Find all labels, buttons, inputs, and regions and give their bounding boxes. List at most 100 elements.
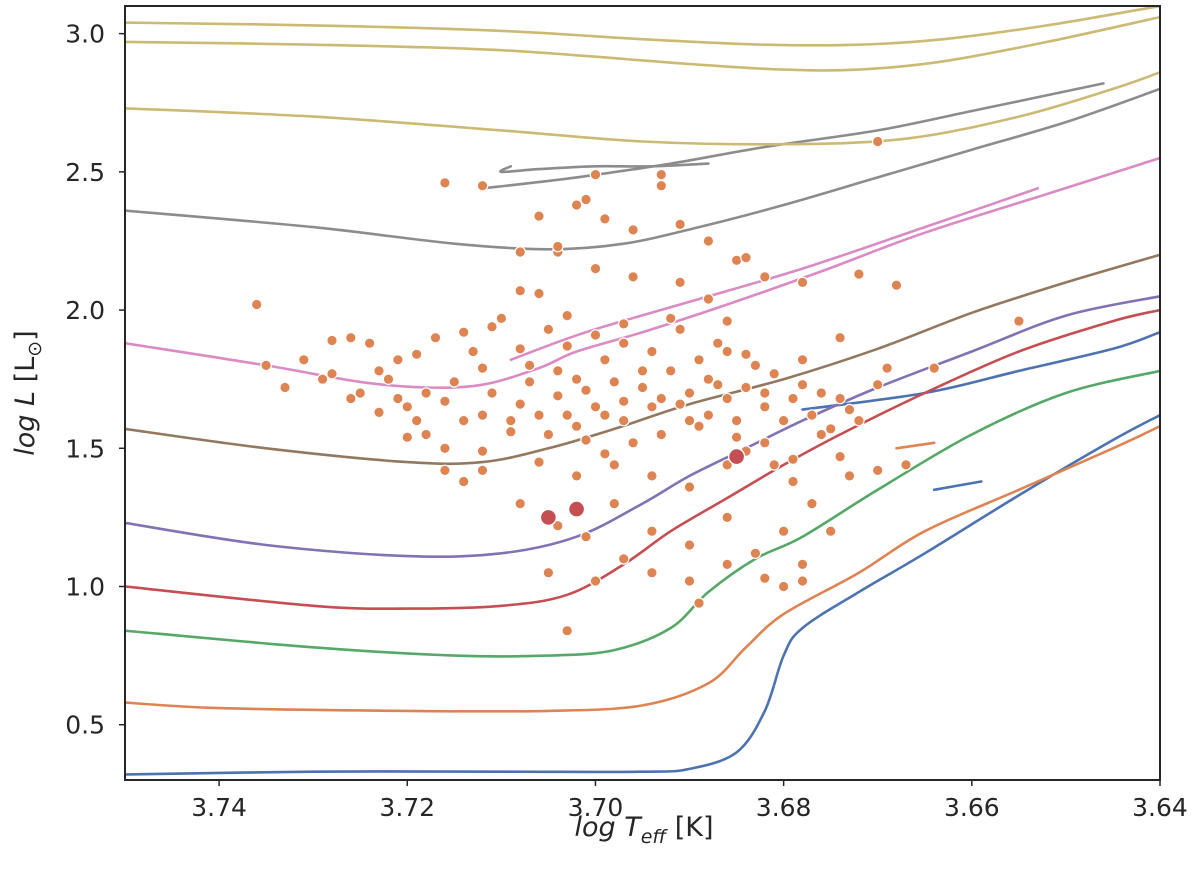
star-point: [589, 329, 602, 341]
star-point: [693, 353, 705, 366]
star-point: [843, 470, 856, 482]
x-tick-label: 3.72: [379, 793, 435, 822]
star-point: [410, 414, 423, 427]
star-point: [448, 376, 461, 388]
star-point: [740, 381, 752, 394]
track-line-track-6: [125, 253, 1160, 466]
star-point: [890, 279, 903, 291]
star-point: [758, 271, 771, 283]
star-point: [589, 168, 602, 181]
star-point: [730, 254, 743, 267]
star-point: [693, 420, 705, 432]
star-point: [401, 431, 414, 443]
star-point: [514, 284, 526, 297]
y-axis-ticks: 0.5 1.0 1.5 2.0 2.5 3.0: [65, 20, 125, 740]
star-point: [542, 428, 555, 441]
star-point: [608, 497, 621, 510]
track-line-track-1: [125, 413, 1160, 776]
track-line-track-8: [125, 87, 1160, 251]
star-point: [589, 400, 602, 413]
y-tick-label: 1.0: [65, 573, 105, 602]
star-point: [439, 442, 451, 455]
star-point: [608, 376, 621, 388]
star-point: [655, 392, 668, 405]
star-point: [514, 342, 526, 355]
star-point: [740, 251, 752, 264]
star-point: [749, 359, 762, 372]
star-point: [636, 365, 649, 377]
star-point: [674, 398, 686, 410]
star-point: [636, 381, 649, 394]
star-point: [439, 177, 451, 189]
star-point: [410, 348, 423, 361]
star-point: [514, 246, 526, 258]
track-line-track-1c: [932, 480, 983, 492]
star-point: [551, 389, 564, 402]
star-point: [373, 365, 385, 377]
star-point: [617, 318, 630, 330]
star-point: [580, 434, 592, 446]
star-point: [796, 353, 809, 366]
highlighted-star-point: [567, 500, 586, 518]
star-point: [834, 392, 846, 405]
track-line-track-11: [125, 6, 1160, 47]
star-point: [815, 428, 828, 441]
star-point: [617, 337, 630, 349]
star-point: [749, 547, 762, 560]
star-point: [551, 240, 564, 253]
star-point: [617, 395, 630, 408]
star-point: [617, 414, 630, 427]
star-point: [758, 436, 771, 449]
star-point: [646, 345, 658, 358]
star-point: [326, 367, 338, 380]
star-point: [1013, 315, 1025, 327]
track-line-track-8c: [499, 162, 710, 174]
star-point: [599, 213, 611, 225]
star-point: [344, 392, 357, 405]
star-point: [533, 456, 545, 468]
star-points: [250, 135, 1025, 637]
star-point: [787, 392, 799, 405]
star-point: [815, 387, 828, 399]
star-point: [420, 428, 432, 441]
star-point: [580, 193, 592, 206]
star-point: [476, 179, 489, 192]
star-point: [721, 392, 733, 405]
star-point: [457, 475, 470, 488]
star-point: [279, 381, 291, 394]
highlighted-star-point: [727, 447, 746, 466]
star-point: [664, 312, 677, 325]
star-point: [655, 428, 668, 441]
track-line-track-9: [125, 71, 1160, 146]
star-point: [787, 453, 799, 466]
star-point: [420, 387, 432, 399]
track-line-track-7: [125, 156, 1160, 389]
star-point: [599, 409, 611, 421]
star-point: [561, 409, 573, 421]
x-tick-label: 3.66: [944, 793, 1000, 822]
plot-frame: [124, 5, 1161, 781]
star-point: [777, 580, 790, 593]
star-point: [768, 459, 780, 471]
star-point: [580, 530, 592, 543]
track-line-track-10: [125, 15, 1160, 72]
star-point: [439, 464, 451, 477]
x-axis-label: log Teff [K]: [574, 812, 713, 848]
star-point: [683, 481, 696, 493]
star-point: [787, 475, 799, 488]
track-line-track-3: [125, 369, 1160, 658]
star-point: [655, 179, 668, 192]
star-point: [260, 359, 272, 372]
star-point: [721, 558, 733, 571]
star-point: [551, 365, 564, 377]
star-point: [570, 470, 583, 482]
star-point: [777, 414, 790, 427]
star-point: [363, 337, 376, 349]
star-point: [758, 572, 771, 584]
highlighted-star-point: [539, 508, 558, 527]
star-point: [871, 464, 884, 477]
x-tick-label: 3.70: [568, 793, 624, 822]
star-point: [702, 373, 715, 385]
star-point: [570, 199, 583, 211]
star-point: [570, 420, 583, 432]
